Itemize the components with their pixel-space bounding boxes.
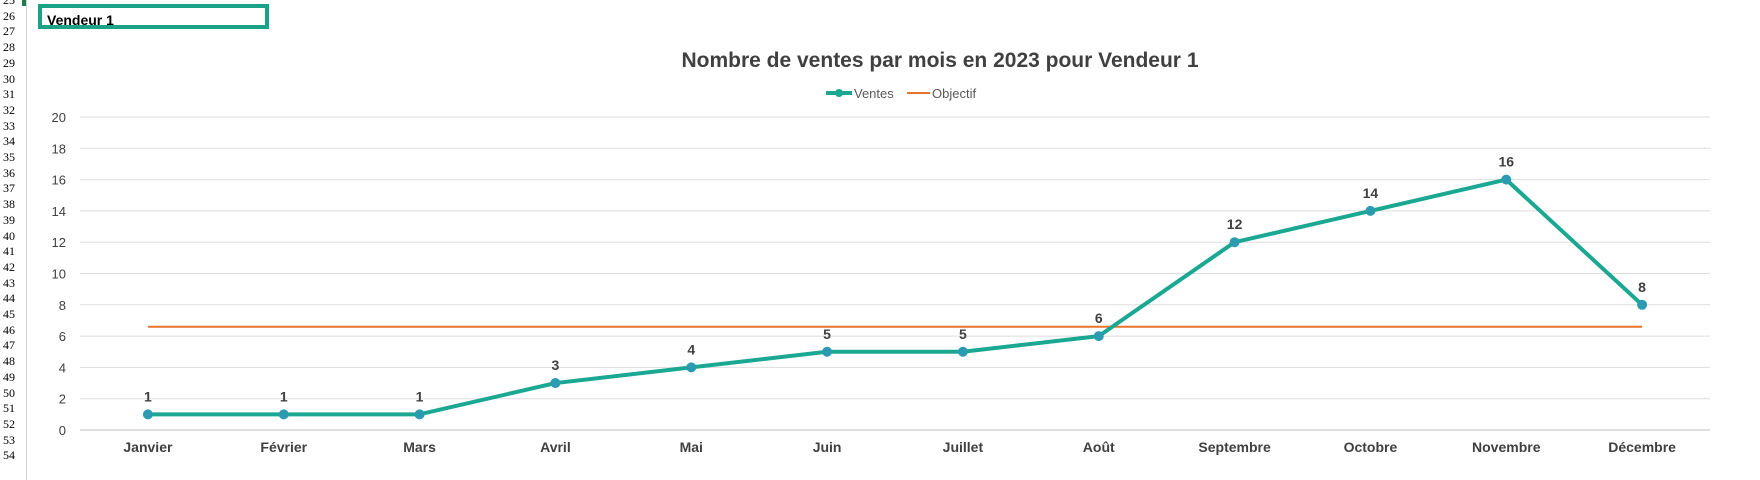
row-number[interactable]: 36 xyxy=(3,165,15,180)
row-header-gutter: 25 26 27 28 29 30 31 32 33 34 35 36 37 38 39 40 41 42 43 44… xyxy=(0,0,27,480)
x-tick-label: Septembre xyxy=(1198,439,1271,455)
x-tick-label: Juin xyxy=(813,439,842,455)
row-number[interactable]: 46 xyxy=(3,322,15,337)
y-tick-label: 20 xyxy=(52,110,66,125)
data-label: 1 xyxy=(416,388,424,404)
data-point[interactable] xyxy=(142,409,153,420)
y-tick-label: 14 xyxy=(52,204,66,219)
legend-label-objectif: Objectif xyxy=(932,86,976,101)
data-point[interactable] xyxy=(686,362,697,373)
x-tick-label: Janvier xyxy=(123,439,173,455)
row-number[interactable]: 37 xyxy=(3,181,15,196)
selected-cell-text: Vendeur 1 xyxy=(47,12,114,28)
row-number[interactable]: 29 xyxy=(3,55,15,70)
row-number[interactable]: 45 xyxy=(3,307,15,321)
data-label: 1 xyxy=(280,388,288,404)
row-number[interactable]: 25 xyxy=(3,0,15,7)
data-label: 12 xyxy=(1227,216,1243,232)
legend-label-ventes: Ventes xyxy=(854,86,894,101)
row-number[interactable]: 54 xyxy=(3,448,15,463)
data-label: 3 xyxy=(552,357,560,373)
data-point[interactable] xyxy=(822,346,833,357)
data-labels: 1 1 1 3 4 5 5 6 12 14 16 8 xyxy=(144,154,1646,405)
row-number[interactable]: 26 xyxy=(3,8,15,23)
x-tick-label: Novembre xyxy=(1472,439,1541,455)
data-point[interactable] xyxy=(1501,174,1512,185)
series-line-ventes[interactable] xyxy=(147,177,1644,417)
y-tick-label: 2 xyxy=(59,392,66,407)
data-point[interactable] xyxy=(414,409,425,420)
data-point[interactable] xyxy=(550,378,561,389)
chart-title: Nombre de ventes par mois en 2023 pour V… xyxy=(681,49,1198,72)
data-label: 8 xyxy=(1638,279,1646,295)
row-number[interactable]: 30 xyxy=(3,71,15,86)
row-number[interactable]: 33 xyxy=(3,118,15,133)
x-tick-label: Avril xyxy=(540,439,571,455)
data-label: 14 xyxy=(1363,185,1379,201)
row-number[interactable]: 41 xyxy=(3,244,15,259)
y-tick-label: 12 xyxy=(52,235,66,250)
row-number[interactable]: 42 xyxy=(3,259,15,274)
x-tick-label: Mai xyxy=(680,439,703,455)
y-tick-label: 8 xyxy=(59,298,66,313)
selected-row-marker xyxy=(22,0,26,6)
data-point[interactable] xyxy=(278,409,289,420)
row-number[interactable]: 39 xyxy=(3,212,15,227)
y-tick-label: 4 xyxy=(59,360,66,375)
data-label: 1 xyxy=(144,388,152,404)
chart-legend[interactable]: Ventes Objectif xyxy=(826,86,976,101)
row-number[interactable]: 43 xyxy=(3,275,15,290)
legend-marker-ventes xyxy=(835,89,843,97)
row-number[interactable]: 28 xyxy=(3,40,15,55)
row-number[interactable]: 50 xyxy=(3,385,15,400)
y-tick-label: 0 xyxy=(59,423,66,438)
x-axis-ticks: Janvier Février Mars Avril Mai Juin Juillet Aoû… xyxy=(123,439,1676,455)
y-tick-label: 6 xyxy=(59,329,66,344)
row-number[interactable]: 34 xyxy=(3,134,15,149)
data-label: 5 xyxy=(823,326,831,342)
data-label: 16 xyxy=(1498,154,1514,170)
x-tick-label: Février xyxy=(260,439,307,455)
row-number[interactable]: 52 xyxy=(3,416,15,431)
x-tick-label: Octobre xyxy=(1344,439,1398,455)
row-number[interactable]: 51 xyxy=(3,401,15,416)
row-number[interactable]: 27 xyxy=(3,24,15,39)
row-number[interactable]: 31 xyxy=(3,87,15,102)
x-tick-label: Août xyxy=(1083,439,1115,455)
row-number[interactable]: 32 xyxy=(3,102,15,117)
data-label: 5 xyxy=(959,326,967,342)
y-axis-ticks: 0 2 4 6 8 10 12 14 16 18 20 xyxy=(52,110,66,438)
series-layer xyxy=(142,174,1648,420)
row-number[interactable]: 40 xyxy=(3,228,15,243)
data-point[interactable] xyxy=(1637,299,1648,310)
data-point[interactable] xyxy=(1229,237,1240,248)
row-number[interactable]: 49 xyxy=(3,369,15,384)
data-point[interactable] xyxy=(1365,205,1376,216)
x-tick-label: Juillet xyxy=(943,439,984,455)
row-number[interactable]: 47 xyxy=(3,338,15,353)
x-tick-label: Mars xyxy=(403,439,436,455)
row-number[interactable]: 38 xyxy=(3,197,15,212)
data-point[interactable] xyxy=(957,346,968,357)
data-point[interactable] xyxy=(1093,331,1104,342)
row-number[interactable]: 48 xyxy=(3,354,15,369)
gridlines xyxy=(80,116,1710,431)
x-tick-label: Décembre xyxy=(1608,439,1676,455)
row-number[interactable]: 53 xyxy=(3,432,15,447)
row-number[interactable]: 35 xyxy=(3,150,15,164)
data-label: 4 xyxy=(687,341,695,357)
y-tick-label: 16 xyxy=(52,173,66,188)
data-label: 6 xyxy=(1095,310,1103,326)
y-tick-label: 18 xyxy=(52,141,66,156)
selected-cell[interactable]: Vendeur 1 xyxy=(38,4,269,29)
row-number[interactable]: 44 xyxy=(3,291,15,306)
y-tick-label: 10 xyxy=(52,267,66,282)
